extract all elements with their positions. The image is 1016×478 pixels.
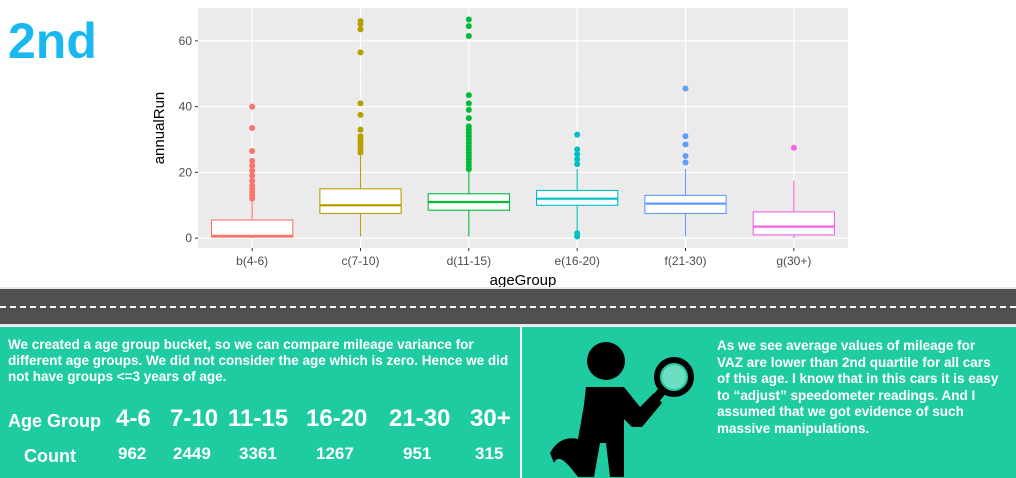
outlier-point — [357, 18, 364, 25]
road-edge-top — [0, 287, 1016, 289]
outlier-point — [574, 146, 581, 153]
count-7-10: 2449 — [173, 444, 211, 463]
outlier-point — [249, 162, 256, 169]
box-b(4-6) — [210, 103, 294, 239]
count-30-plus: 315 — [475, 444, 504, 463]
outlier-point — [249, 177, 256, 184]
outlier-point — [574, 151, 581, 158]
outlier-point — [574, 161, 581, 168]
outlier-point — [357, 133, 364, 140]
x-tick-label: g(30+) — [776, 254, 811, 268]
x-tick-label: e(16-20) — [554, 254, 599, 268]
outlier-point — [574, 230, 581, 237]
outlier-point — [249, 167, 256, 174]
outlier-point — [357, 26, 364, 33]
outlier-point — [682, 133, 689, 140]
outlier-point — [574, 156, 581, 163]
plot-panel — [198, 8, 848, 248]
outlier-point — [357, 49, 364, 56]
outlier-point — [574, 131, 581, 138]
box-c(7-10) — [319, 18, 402, 237]
x-tick-label: d(11-15) — [447, 254, 491, 268]
y-tick-label: 40 — [179, 100, 193, 114]
outlier-point — [682, 159, 689, 166]
box-f(21-30) — [644, 85, 727, 237]
person-magnifying-glass-icon — [550, 342, 694, 477]
outlier-point — [249, 182, 256, 189]
box-d(11-15) — [427, 16, 511, 237]
panel-divider — [520, 327, 522, 478]
outlier-point — [249, 157, 256, 164]
outlier-point — [357, 111, 364, 118]
age-group-30-plus: 30+ — [470, 405, 511, 432]
count-16-20: 1267 — [316, 444, 354, 463]
outlier-point — [465, 92, 472, 99]
box-iqr — [752, 211, 836, 236]
insight-text: As we see average values of mileage for … — [717, 338, 999, 436]
age-group-4-6: 4-6 — [116, 405, 151, 432]
x-tick-label: b(4-6) — [236, 254, 268, 268]
outlier-point — [465, 115, 472, 122]
outlier-point — [465, 23, 472, 30]
road-center-line — [0, 306, 1016, 308]
count-11-15: 3361 — [239, 444, 277, 463]
outlier-point — [357, 100, 364, 107]
annual-run-boxplot: 0 20 40 60 b(4-6) c(7-10) d(11-15) e(16-20) f(21… — [151, 8, 848, 289]
y-tick-label: 60 — [179, 34, 193, 48]
outlier-point — [465, 123, 472, 130]
outlier-point — [682, 152, 689, 159]
count-label: Count — [24, 446, 76, 466]
count-21-30: 951 — [403, 444, 432, 463]
outlier-point — [249, 125, 256, 131]
outlier-point — [357, 126, 364, 133]
outlier-point — [790, 144, 797, 151]
age-group-panel: We created a age group bucket, so we can… — [0, 327, 520, 478]
y-tick-label: 20 — [179, 165, 193, 179]
y-tick-label: 0 — [185, 231, 192, 245]
outlier-point — [465, 106, 472, 113]
road-edge-bottom — [0, 324, 1016, 326]
intro-text: We created a age group bucket, so we can… — [8, 337, 509, 384]
age-group-label: Age Group — [8, 411, 101, 431]
box-iqr — [319, 188, 402, 215]
outlier-point — [249, 148, 256, 155]
age-group-11-15: 11-15 — [228, 405, 289, 432]
outlier-point — [465, 16, 472, 23]
age-group-7-10: 7-10 — [170, 405, 219, 432]
outlier-point — [249, 103, 256, 110]
x-tick-label: f(21-30) — [664, 254, 706, 268]
box-iqr — [210, 219, 294, 238]
y-axis-title: annualRun — [151, 92, 168, 165]
box-g(30+) — [752, 144, 836, 239]
insight-panel: As we see average values of mileage for … — [522, 327, 1016, 478]
x-tick-label: c(7-10) — [341, 254, 379, 268]
outlier-point — [249, 172, 256, 179]
age-group-21-30: 21-30 — [389, 405, 451, 432]
outlier-point — [682, 85, 689, 92]
age-group-16-20: 16-20 — [306, 405, 368, 432]
outlier-point — [465, 100, 472, 107]
outlier-point — [465, 32, 472, 39]
outlier-point — [682, 141, 689, 148]
x-axis-title: ageGroup — [490, 272, 557, 289]
slide-title: 2nd — [8, 13, 97, 69]
box-e(16-20) — [535, 131, 619, 240]
count-4-6: 962 — [118, 444, 147, 463]
